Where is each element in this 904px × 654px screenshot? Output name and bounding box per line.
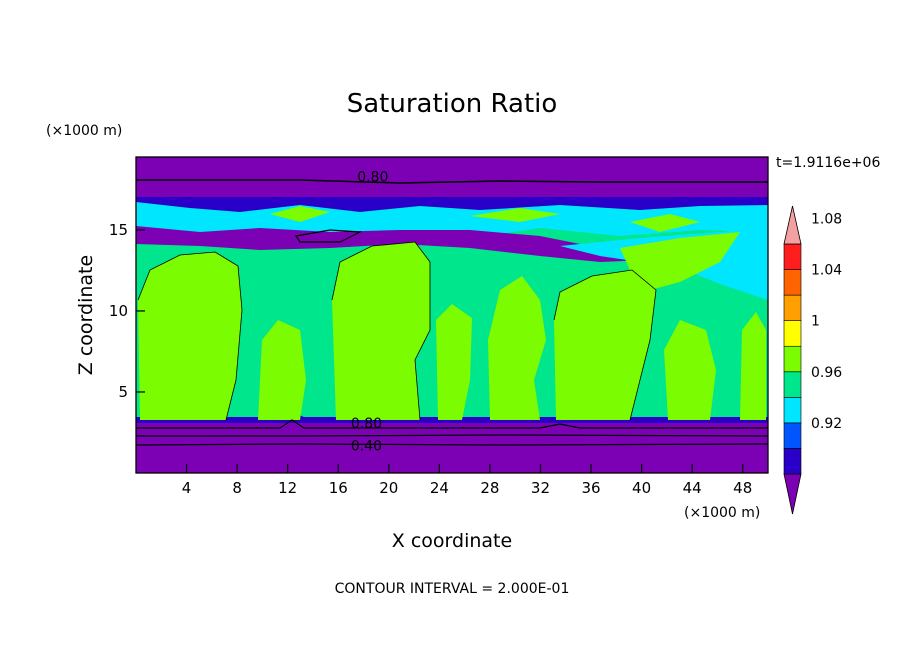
contour-label: 0.80 [357,169,388,185]
time-label: t=1.9116e+06 [776,155,880,171]
colorbar-high-arrow [783,205,802,245]
x-tick-label: 24 [430,479,449,497]
contour-labels: 0.80 0.80 0.40 [351,169,388,454]
colorbar-swatch [783,448,802,475]
y-tick-label: 5 [118,383,128,401]
colorbar-swatch [783,320,802,347]
colorbar-label: 0.92 [811,416,842,432]
upper-cloud-patch-3 [630,214,700,232]
cloud-tower-6 [554,270,656,420]
colorbar-swatch [783,397,802,424]
x-tick-label: 4 [182,479,192,497]
contour-label: 0.80 [351,416,382,432]
cloud-tower-7 [664,320,716,420]
x-tick-label: 48 [733,479,752,497]
colorbar-swatch [783,294,802,321]
x-tick-label: 44 [683,479,702,497]
colorbar-swatch [783,422,802,449]
colorbar-label: 1 [811,314,820,330]
contour-line-lower-060 [136,434,768,437]
colorbar-swatch [783,269,802,296]
cloud-tower-3 [332,242,430,420]
x-tick-label: 32 [531,479,550,497]
x-tick-label: 20 [379,479,398,497]
contour-line-upper-loop [294,229,363,243]
y-tick-label: 10 [109,302,128,320]
cloud-tower-2 [258,320,306,420]
y-tick-label: 15 [109,221,128,239]
y-axis: 5 10 15 [109,221,145,401]
upper-cloud-right [620,232,740,290]
x-tick-label: 40 [632,479,651,497]
colorbar-label: 1.08 [811,211,842,227]
x-tick-label: 28 [480,479,499,497]
colorbar-label: 1.04 [811,263,842,279]
x-tick-label: 12 [278,479,297,497]
plot-area [136,157,768,473]
cloud-tower-5 [488,276,546,420]
cloud-tower-8 [740,312,766,420]
upper-cloud-patch-2 [470,208,560,222]
contour-line-upper-080 [136,179,768,184]
cloud-tower-1 [138,252,242,420]
upper-purple-streak [136,226,700,262]
colorbar-low-arrow [783,473,802,515]
contour-label: 0.40 [351,438,382,454]
contour-line-lower-040 [136,443,768,446]
colorbar-label: 0.96 [811,365,842,381]
x-tick-label: 16 [329,479,348,497]
x-unit-label: (×1000 m) [684,505,760,521]
z-unit-label: (×1000 m) [46,123,122,139]
plot-frame [135,156,769,474]
x-axis-title: X coordinate [392,530,512,552]
contour-line-lower-080 [136,419,768,429]
colorbar-swatch [783,371,802,398]
lower-dry-layer [136,420,768,473]
chart-title: Saturation Ratio [347,89,558,119]
cloud-tower-4 [436,304,472,420]
x-axis: 4 8 12 16 20 24 28 32 36 40 44 48 [182,464,752,497]
x-tick-label: 36 [581,479,600,497]
contour-line-cloud-edge [137,241,657,421]
colorbar: 0.92 0.96 1 1.04 1.08 [783,205,842,515]
x-tick-label: 8 [232,479,242,497]
colorbar-swatch [783,243,802,270]
y-axis-title: Z coordinate [75,255,97,375]
upper-dry-layer [136,157,768,197]
colorbar-swatch [783,345,802,373]
footer-label: CONTOUR INTERVAL = 2.000E-01 [335,581,570,597]
upper-cloud-patch [270,206,330,222]
